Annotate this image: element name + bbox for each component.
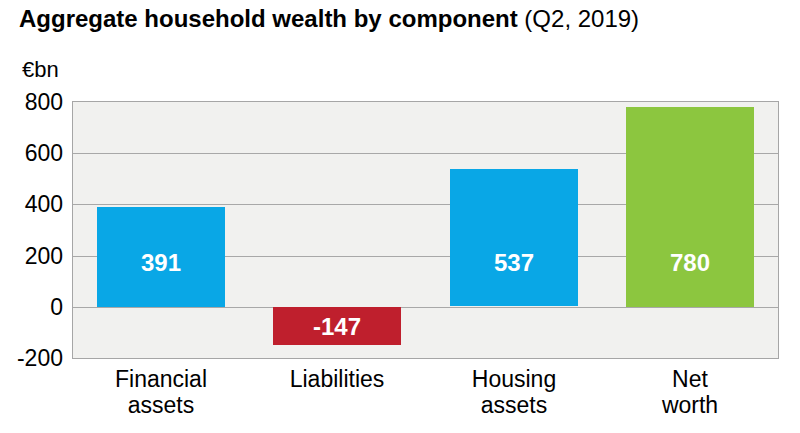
y-tick-label-400: 400	[0, 191, 63, 217]
x-axis-label-financial-assets: Financial assets	[76, 366, 246, 418]
x-axis-label-net-worth: Net worth	[605, 366, 775, 418]
chart-title: Aggregate household wealth by component …	[19, 5, 639, 33]
y-tick-label-800: 800	[0, 89, 63, 115]
gridline-0	[73, 307, 778, 308]
bar-value-label-financial-assets: 391	[97, 249, 225, 277]
y-tick-label-0: 0	[0, 294, 63, 320]
bar-value-label-net-worth: 780	[626, 249, 754, 277]
y-tick-label-600: 600	[0, 140, 63, 166]
x-axis-label-liabilities: Liabilities	[252, 366, 422, 392]
chart-title-main: Aggregate household wealth by component	[19, 5, 518, 32]
x-axis-label-housing-assets: Housing assets	[429, 366, 599, 418]
y-tick-label--200: -200	[0, 345, 63, 371]
bar-chart-figure: Aggregate household wealth by component …	[0, 0, 800, 433]
bar-housing-assets	[450, 169, 578, 306]
plot-area: 391 -147 537 780	[72, 101, 779, 359]
y-axis-unit-label: €bn	[22, 57, 59, 83]
chart-title-period: (Q2, 2019)	[518, 5, 639, 32]
bar-value-label-liabilities: -147	[273, 313, 401, 341]
bar-net-worth	[626, 107, 754, 307]
bar-value-label-housing-assets: 537	[450, 249, 578, 277]
y-tick-label-200: 200	[0, 243, 63, 269]
